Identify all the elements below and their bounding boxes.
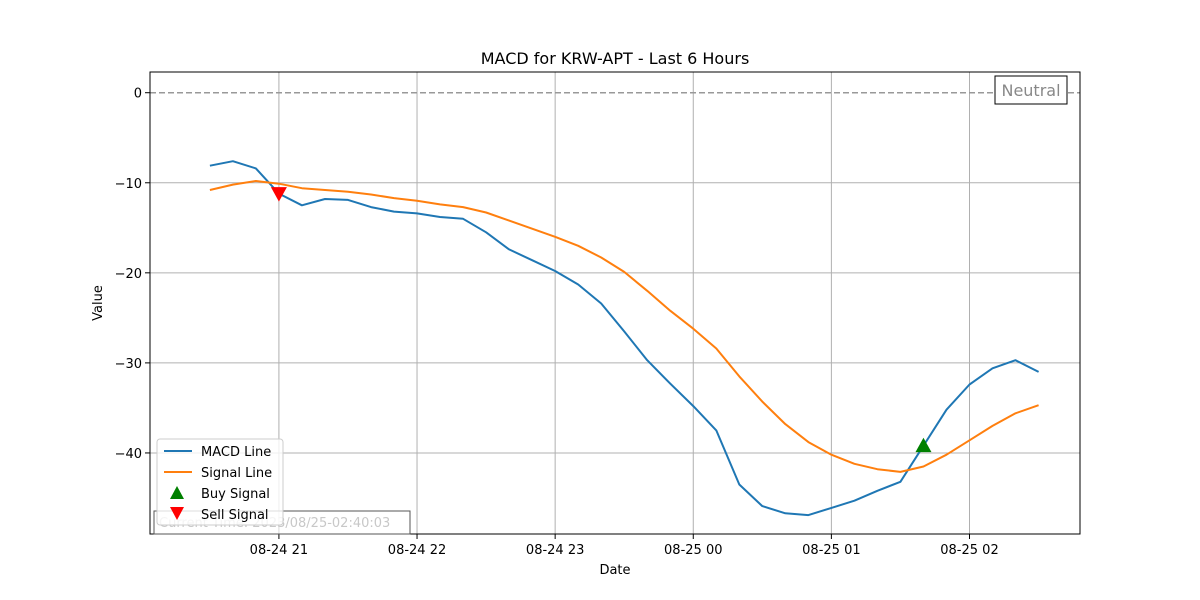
state-label: Neutral (1001, 81, 1060, 100)
legend-buy-swatch (170, 486, 184, 499)
legend: MACD Line Signal Line Buy Signal Sell Si… (156, 438, 284, 526)
state-label-box: Neutral (994, 75, 1068, 105)
state-label-frame (994, 75, 1068, 105)
legend-macd-label: MACD Line (201, 445, 271, 460)
signal-markers (270, 187, 932, 453)
x-tick-label: 08-25 01 (802, 543, 860, 558)
legend-sell-label: Sell Signal (201, 508, 269, 523)
x-tick-label: 08-25 02 (940, 543, 998, 558)
signal-line (209, 180, 1039, 473)
x-tick-label: 08-24 23 (526, 543, 584, 558)
x-tick-label: 08-24 22 (388, 543, 446, 558)
y-tick-label: −10 (115, 177, 142, 192)
x-tick-label: 08-25 00 (664, 543, 722, 558)
chart-title: MACD for KRW-APT - Last 6 Hours (481, 49, 750, 68)
x-axis-ticks: 08-24 21 08-24 22 08-24 23 08-25 00 08-25 01… (250, 534, 999, 558)
series-group (209, 160, 1040, 517)
y-tick-label: −20 (115, 267, 142, 282)
legend-signal-label: Signal Line (201, 466, 272, 481)
y-tick-label: 0 (134, 87, 142, 102)
y-tick-label: −40 (115, 447, 142, 462)
y-axis-ticks: 0 −10 −20 −30 −40 (115, 87, 150, 462)
grid-lines (150, 72, 1080, 534)
sell-signal-marker (270, 187, 287, 202)
plot-frame (149, 71, 1081, 535)
y-axis-label: Value (91, 285, 106, 321)
macd-line (209, 160, 1040, 517)
y-tick-label: −30 (115, 357, 142, 372)
legend-sell-swatch (170, 507, 184, 520)
buy-signal-marker (915, 437, 932, 453)
legend-buy-label: Buy Signal (201, 487, 270, 502)
x-tick-label: 08-24 21 (250, 543, 308, 558)
x-axis-label: Date (599, 563, 630, 578)
legend-frame (156, 438, 284, 526)
